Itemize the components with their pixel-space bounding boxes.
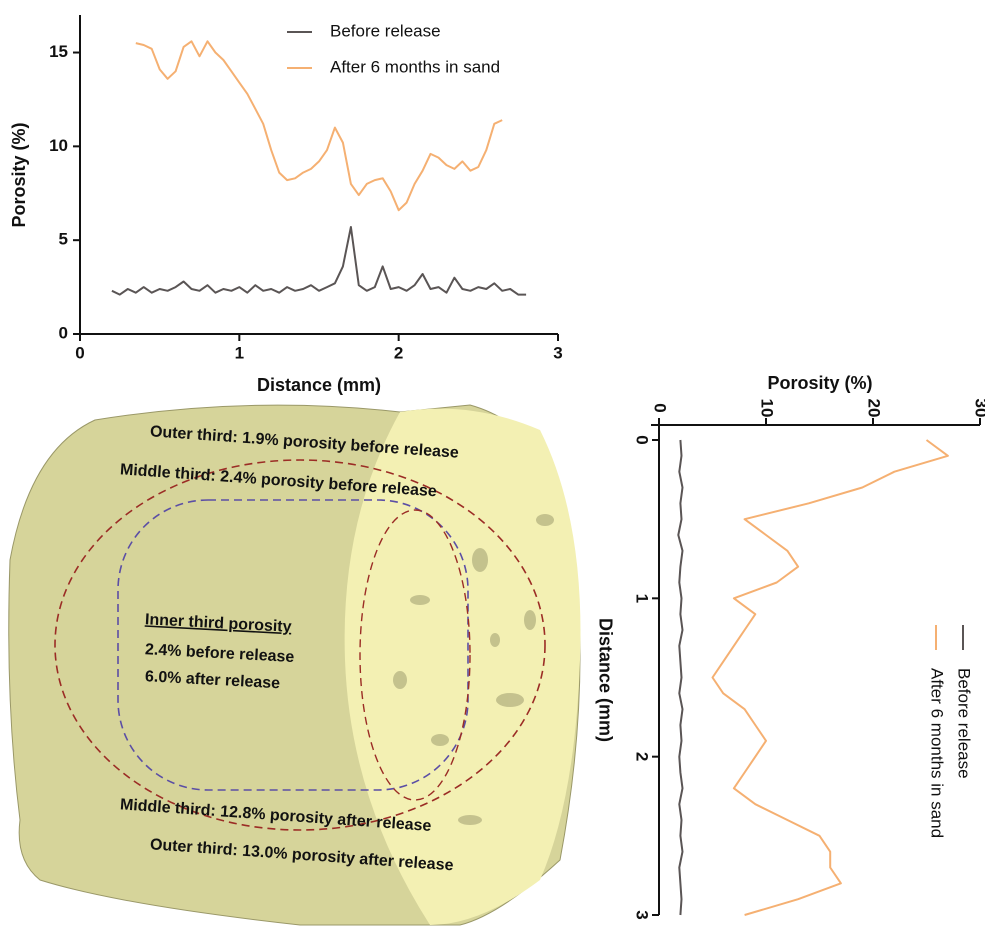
y-axis-label: Porosity (%) — [9, 122, 29, 227]
cylinder-face — [344, 408, 581, 926]
y-tick-label: 30 — [972, 399, 985, 418]
x-tick-label: 3 — [633, 910, 652, 919]
series-line — [135, 40, 503, 212]
x-tick-label: 1 — [633, 594, 652, 603]
x-axis-label: Distance (mm) — [257, 375, 381, 395]
x-tick-label: 2 — [633, 752, 652, 761]
x-tick-label: 0 — [75, 343, 84, 362]
render — [8, 404, 581, 926]
y-tick-label: 20 — [865, 399, 884, 418]
x-tick-label: 0 — [633, 435, 652, 444]
y-tick-label: 10 — [49, 136, 68, 155]
x-tick-label: 3 — [553, 343, 562, 362]
texture — [393, 514, 554, 825]
y-tick-label: 0 — [59, 323, 68, 342]
series-line — [677, 439, 684, 916]
x-axis-label: Distance (mm) — [595, 618, 615, 742]
y-tick-label: 15 — [49, 42, 68, 61]
y-tick-label: 5 — [59, 230, 68, 249]
face-outline — [359, 509, 471, 801]
x-tick-label: 1 — [235, 343, 244, 362]
legend-label: After 6 months in sand — [330, 57, 500, 76]
outer-third-outline — [54, 459, 546, 831]
inner-third-outline — [117, 499, 469, 791]
y-tick-label: 10 — [758, 399, 777, 418]
legend-label: After 6 months in sand — [928, 668, 947, 838]
y-tick-label: 0 — [651, 403, 670, 412]
series-line — [711, 439, 949, 916]
series-line — [111, 226, 527, 296]
legend-label: Before release — [955, 668, 974, 779]
y-axis-label: Porosity (%) — [767, 373, 872, 393]
legend-label: Before release — [330, 21, 441, 40]
x-tick-label: 2 — [394, 343, 403, 362]
